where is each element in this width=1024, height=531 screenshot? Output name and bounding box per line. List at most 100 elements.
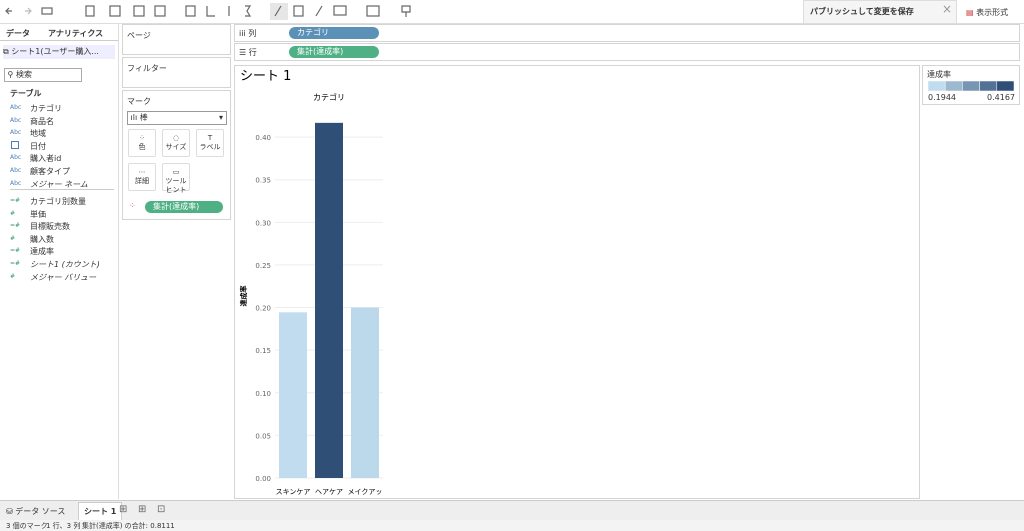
new-dashboard[interactable]: ⊞ [138,504,147,515]
field-name[interactable]: 商品名 [30,116,54,126]
field-icon: =# [10,247,21,255]
bar[interactable] [351,307,379,478]
x-header: カテゴリ [313,92,345,102]
legend-step [996,81,1014,91]
field-name[interactable]: 購入者id [30,154,62,164]
tab-bar [0,24,118,41]
close-icon[interactable]: × [942,2,953,16]
rows-pill[interactable]: 集計(達成率) [289,46,379,58]
field-icon: Abc [10,167,22,174]
field-name[interactable]: 単価 [30,209,46,219]
button-icon: T [207,134,213,142]
search-placeholder[interactable]: 検索 [15,70,32,79]
analytics-tab[interactable]: アナリティクス [48,29,104,38]
data-source-tab-text[interactable]: データ ソース [15,507,66,516]
data-source[interactable]: ⧉ シート1(ユーザー購入... [3,45,115,59]
field-name[interactable]: 地域 [30,129,46,139]
view: シート 1 カテゴリ 達成率 0.00 0.05 0.10 0.15 0.20 0.25 0… [234,65,920,499]
status-bar: 3 個のマーク 1 行、3 列 集計(達成率) の合計: 0.8111 [0,520,1024,531]
pages-card: ページ [122,24,231,55]
marks-pill[interactable]: 集計(達成率) [145,201,223,213]
mark-button[interactable]: ⋯ 詳細 [128,163,156,191]
bar[interactable] [279,312,307,478]
y-tick-label: 0.35 [255,177,271,185]
y-tick-label: 0.05 [255,432,271,440]
chart-title: シート 1 [240,69,291,84]
columns-label: iii 列 [239,29,257,38]
mark-button[interactable]: ▭ ツールヒント [162,163,190,194]
button-label[interactable]: サイズ [165,143,187,151]
new-story[interactable]: ⊡ [157,504,166,515]
status-sum: 集計(達成率) の合計: 0.8111 [82,522,175,530]
legend-step [928,81,946,91]
button-icon: ⋯ [138,168,146,176]
columns-pill[interactable]: カテゴリ [289,27,379,39]
rows-label: ☰ 行 [239,48,257,57]
toolbar-icons [5,3,411,20]
field-icon: # [10,209,16,217]
button-label[interactable]: ツールヒント [165,177,187,194]
show-me-text[interactable]: 表示形式 [976,8,1009,17]
y-tick-label: 0.10 [255,390,271,398]
button-icon: ▭ [172,168,180,176]
publish-box[interactable]: パブリッシュして変更を保存 × [803,0,957,24]
mark-button[interactable]: ⁘ 色 [128,129,156,157]
field-icon: Abc [10,116,22,124]
search-box[interactable]: ⚲ 検索 [4,68,82,82]
sheet-tabs: ⛁ データ ソース シート 1 ⊞ ⊞ ⊡ [0,500,1024,521]
field-name[interactable]: 日付 [30,141,46,151]
field-name[interactable]: カテゴリ [30,104,62,113]
mark-type-dropdown[interactable]: ılı 棒 ▾ [127,111,227,125]
field-icon: Abc [10,179,22,187]
columns-shelf: iii 列 カテゴリ [234,24,1020,42]
field-name[interactable]: 達成率 [30,247,54,257]
legend-max: 0.4167 [987,93,1015,102]
button-icon: ⁘ [139,134,145,142]
data-pane: データ アナリティクス ⧉ シート1(ユーザー購入... ⚲ 検索 テーブル A… [0,24,119,499]
mark-button[interactable]: ◌ サイズ [162,129,190,157]
field-name[interactable]: メジャー ネーム [30,179,88,189]
field-icon: Abc [10,129,22,137]
button-label[interactable]: 色 [138,143,146,151]
button-label[interactable]: 詳細 [135,177,149,185]
field-name[interactable]: シート1 (カウント) [30,260,100,269]
data-tab[interactable]: データ [6,29,30,38]
publish-text[interactable]: パブリッシュして変更を保存 [810,7,914,16]
data-source-name[interactable]: シート1(ユーザー購入... [11,47,99,56]
field-name[interactable]: カテゴリ別数量 [30,197,86,206]
data-source-tab[interactable]: ⛁ データ ソース [6,507,66,516]
color-icon: ⁘ [129,201,136,210]
field-icon: # [10,272,16,280]
show-me[interactable]: ▤ 表示形式 [966,8,1009,17]
mark-button[interactable]: T ラベル [196,129,224,157]
y-axis-title: 達成率 [239,286,248,307]
field-icon: =# [10,222,21,230]
x-tick-label: ヘアケア [315,488,343,496]
x-tick-label: メイクアッ [348,488,383,496]
pages-title: ページ [127,31,151,40]
y-tick-label: 0.40 [255,134,271,142]
bar[interactable] [315,122,343,478]
sheet-tab[interactable]: シート 1 [78,502,123,521]
field-name[interactable]: 顧客タイプ [30,167,70,176]
legend-step [962,81,980,91]
field-name[interactable]: 購入数 [30,234,54,244]
new-sheet[interactable]: ⊞ [119,504,128,515]
y-tick-label: 0.15 [255,347,271,355]
columns-label-text: 列 [248,29,257,38]
section-title: テーブル [10,89,42,98]
button-icon: ◌ [172,134,180,142]
marks-card: マーク ılı 棒 ▾ 集計(達成率) ⁘ ⁘ 色 ◌ サイズ T ラベル ⋯ 詳細 ▭ ツールヒン… [122,90,231,220]
legend-ramp [928,81,1014,91]
y-tick-label: 0.30 [255,219,271,227]
field-name[interactable]: 目標販売数 [30,222,70,232]
mark-type[interactable]: 棒 [139,113,148,122]
status-marks: 3 個のマーク [6,522,48,530]
filters-card: フィルター [122,57,231,88]
field-name[interactable]: メジャー バリュー [30,272,97,282]
filters-title: フィルター [127,64,167,73]
button-label[interactable]: ラベル [199,143,221,151]
rows-shelf: ☰ 行 集計(達成率) [234,43,1020,61]
legend-step [944,81,963,91]
